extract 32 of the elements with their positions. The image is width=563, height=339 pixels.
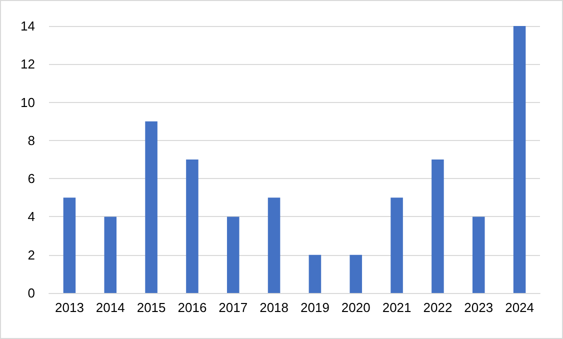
y-tick-label: 12 [20, 56, 35, 72]
y-tick-label: 8 [28, 132, 35, 148]
x-tick-label: 2024 [505, 300, 534, 315]
bar [186, 160, 198, 293]
y-tick-label: 14 [20, 18, 35, 34]
bar [226, 216, 240, 293]
x-tick-label: 2014 [96, 300, 125, 315]
x-tick-label: 2013 [54, 300, 84, 315]
bar [472, 216, 485, 293]
bar [513, 26, 526, 293]
bar [145, 121, 158, 293]
x-tick-label: 2019 [300, 300, 330, 315]
bar [390, 198, 403, 293]
x-tick-label: 2015 [136, 300, 166, 315]
y-tick-label: 6 [28, 171, 35, 186]
x-tick-label: 2016 [178, 300, 207, 315]
y-tick-label: 0 [28, 286, 35, 300]
x-tick-label: 2021 [382, 300, 412, 315]
y-tick-label: 10 [20, 94, 35, 110]
bar [308, 254, 322, 293]
x-tick-label: 2023 [464, 300, 494, 315]
y-tick-label: 4 [28, 209, 35, 224]
y-tick-label: 2 [28, 247, 35, 262]
bar [350, 254, 362, 293]
bar [63, 198, 76, 293]
bar [432, 160, 444, 293]
bar [104, 216, 117, 293]
x-tick-label: 2020 [341, 300, 370, 315]
x-tick-label: 2022 [423, 300, 452, 315]
bar [268, 198, 280, 293]
x-tick-label: 2018 [260, 300, 289, 315]
x-tick-label: 2017 [218, 300, 248, 315]
